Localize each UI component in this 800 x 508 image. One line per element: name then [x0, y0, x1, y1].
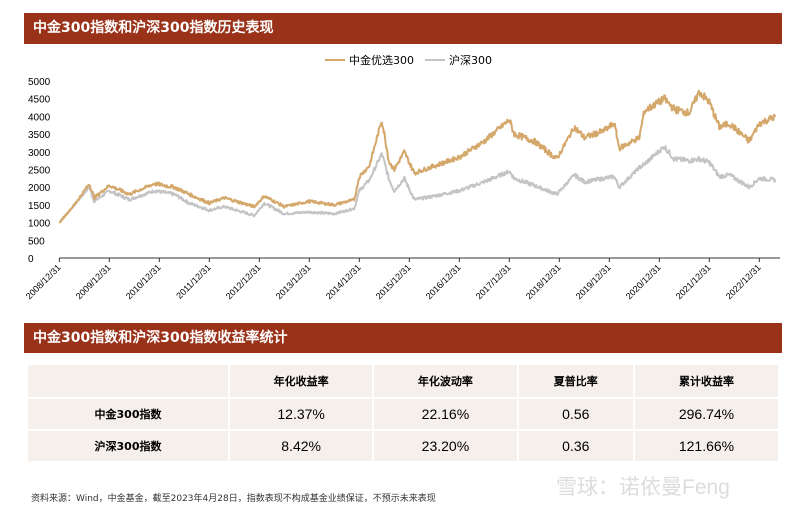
series-line-hs300	[58, 145, 777, 224]
table-section-title: 中金300指数和沪深300指数收益率统计	[24, 323, 782, 353]
y-tick-label: 3500	[28, 130, 51, 141]
y-tick-label: 1500	[28, 201, 51, 212]
header-cell	[28, 365, 230, 399]
x-tick-label: 2011/12/31	[174, 262, 212, 300]
x-tick-label: 2022/12/31	[724, 262, 763, 301]
y-tick-label: 3000	[28, 148, 51, 159]
row-label: 沪深300指数	[28, 430, 230, 463]
x-tick-label: 2013/12/31	[274, 262, 313, 301]
legend-label: 沪深300	[449, 53, 492, 67]
cell: 296.74%	[634, 398, 780, 431]
cell: 0.56	[517, 398, 636, 431]
header-cell: 累计收益率	[634, 365, 780, 399]
header-cell: 年化波动率	[373, 365, 519, 399]
y-tick-label: 5000	[28, 77, 51, 88]
cell: 121.66%	[634, 430, 780, 463]
x-tick-label: 2018/12/31	[524, 262, 563, 301]
x-tick-label: 2008/12/31	[24, 262, 63, 301]
y-tick-label: 4500	[28, 95, 51, 106]
returns-table: 年化收益率 年化波动率 夏普比率 累计收益率 中金300指数 12.37% 22…	[28, 365, 780, 463]
table-row: 沪深300指数 8.42% 23.20% 0.36 121.66%	[28, 430, 780, 463]
cell: 0.36	[517, 430, 636, 463]
x-tick-label: 2015/12/31	[374, 262, 413, 301]
legend-label: 中金优选300	[349, 53, 414, 67]
x-tick-label: 2021/12/31	[674, 262, 713, 301]
cell: 8.42%	[229, 430, 375, 463]
x-tick-label: 2017/12/31	[474, 262, 513, 301]
header-cell: 夏普比率	[517, 365, 636, 399]
x-tick-label: 2014/12/31	[324, 262, 363, 301]
line-chart: 0 500 1000 1500 2000 2500 3000 3500 4000 4500 5000…	[24, 53, 780, 301]
y-tick-label: 0	[28, 254, 34, 265]
y-tick-label: 2000	[28, 183, 51, 194]
cell: 22.16%	[373, 398, 519, 431]
y-tick-label: 2500	[28, 166, 51, 177]
y-tick-label: 500	[28, 236, 45, 247]
watermark: 雪球：诺依曼Feng	[556, 476, 730, 499]
x-tick-label: 2009/12/31	[74, 262, 113, 301]
table-header-row: 年化收益率 年化波动率 夏普比率 累计收益率	[28, 365, 780, 399]
x-tick-label: 2019/12/31	[574, 262, 613, 301]
y-tick-label: 1000	[28, 219, 51, 230]
x-tick-label: 2020/12/31	[624, 262, 663, 301]
cell: 12.37%	[229, 398, 375, 431]
x-tick-label: 2016/12/31	[424, 262, 463, 301]
table-row: 中金300指数 12.37% 22.16% 0.56 296.74%	[28, 398, 780, 431]
series-line-zhongjin	[58, 89, 777, 224]
cell: 23.20%	[373, 430, 519, 463]
y-tick-label: 4000	[28, 112, 51, 123]
chart-section-title: 中金300指数和沪深300指数历史表现	[24, 13, 782, 44]
footnote: 资料来源：Wind，中金基金，截至2023年4月28日，指数表现不构成基金业绩保…	[31, 494, 436, 504]
row-label: 中金300指数	[28, 398, 230, 431]
header-cell: 年化收益率	[229, 365, 375, 399]
x-tick-label: 2010/12/31	[124, 262, 163, 301]
x-tick-label: 2012/12/31	[224, 262, 263, 301]
